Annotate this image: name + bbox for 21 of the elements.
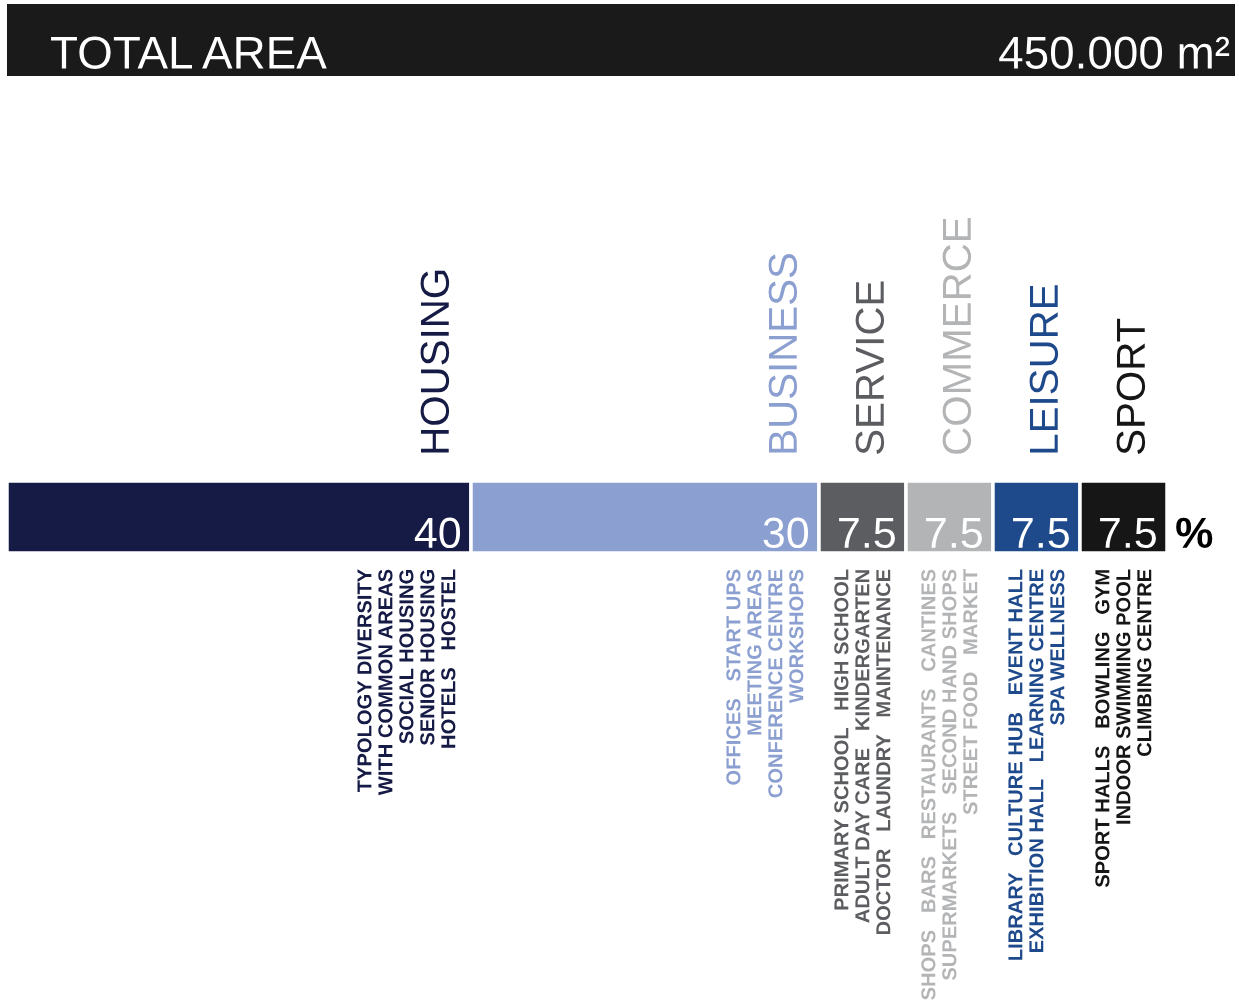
text: PRIMARY SCHOOL HIGH SCHOOL ADULT DAY CARE KINDERGARTEN DOCTOR LAUNDRY MAINTENANCE: [834, 569, 891, 935]
chart-subtitle: 450.000 m²: [999, 36, 1230, 69]
text: BUSINESS: [768, 253, 798, 453]
text: %: [1176, 517, 1213, 548]
text: TYPOLOGY DIVERSITY WITH COMMON AREAS SOCIAL HOUSING SENIOR HOUSING HOTELS HOSTEL: [357, 569, 456, 796]
text: HOUSING: [420, 270, 450, 453]
text: SERVICE: [855, 281, 885, 454]
data-label: 7.5: [839, 518, 895, 549]
text: SPORT: [1116, 318, 1146, 454]
data-label: 40: [414, 517, 461, 549]
data-label: 7.5: [926, 518, 982, 549]
text: LEISURE: [1029, 285, 1059, 453]
data-label: 7.5: [1013, 518, 1069, 549]
text: SPORT HALLS BOWLING GYM INDOOR SWIMMING POOL CLIMBING CENTRE: [1095, 569, 1152, 888]
text: SHOPS BARS RESTAURANTS CANTINES SUPERMARKETS SECOND HAND SHOPS STREET FOOD MARKET: [921, 569, 978, 1000]
data-label: 7.5: [1100, 518, 1156, 549]
text: LIBRARY CULTURE HUB EVENT HALL EXHIBITION HALL LEARNING CENTRE SPA WELLNESS: [1008, 569, 1065, 960]
text: COMMERCE: [942, 218, 972, 454]
text: OFFICES START UPS MEETING AREAS CONFERENCE CENTRE WORKSHOPS: [726, 569, 804, 798]
data-label: 30: [763, 517, 809, 549]
chart-title: TOTAL AREA: [51, 36, 327, 69]
